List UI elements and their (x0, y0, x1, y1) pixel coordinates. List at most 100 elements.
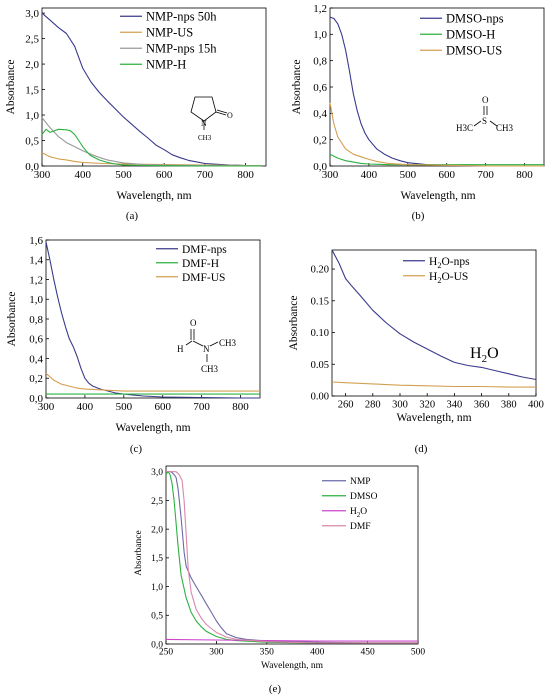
axis-x-label-a: Wavelength, nm (116, 190, 191, 202)
x-tick-label-a-4: 700 (197, 169, 214, 181)
y-tick-label-b-2: 0,4 (313, 108, 327, 120)
x-tick-label-c-0: 300 (38, 401, 55, 413)
x-tick-label-c-2: 500 (116, 401, 133, 413)
legend-label-b-1: DMSO-H (446, 28, 495, 42)
series-line-a-3 (41, 128, 262, 167)
x-tick-label-e-1: 300 (209, 648, 224, 658)
y-tick-label-b-6: 1,2 (313, 3, 327, 15)
legend-label-c-0: DMF-nps (182, 244, 227, 256)
x-tick-label-d-6: 380 (501, 400, 517, 411)
x-tick-label-d-1: 280 (365, 400, 381, 411)
molecule-nmp-label-n: N (201, 119, 207, 128)
x-tick-label-b-5: 800 (516, 169, 533, 181)
legend-label-a-3: NMP-H (146, 58, 186, 72)
y-tick-label-d-0: 0.00 (311, 392, 329, 403)
y-tick-label-b-4: 0,8 (313, 56, 327, 68)
y-tick-label-a-1: 0,5 (25, 135, 39, 147)
x-tick-label-b-1: 400 (361, 169, 378, 181)
molecule-nmp-carbonyl-bond-1 (215, 111, 227, 116)
panel-label-e: (e) (269, 683, 282, 695)
y-tick-label-d-3: 0.15 (311, 296, 329, 307)
molecule-dmso-label-o: O (482, 95, 489, 105)
x-tick-label-d-2: 300 (392, 400, 408, 411)
panel-label-a: (a) (126, 210, 139, 222)
plot-area-d: 260 280 300 320 340 360 380 400 0.00 0.05 0.10 0.15… (311, 249, 544, 411)
panel-label-c: (c) (130, 443, 143, 455)
y-tick-label-b-0: 0,0 (313, 161, 327, 173)
plot-area-c: 300 400 500 600 700 800 0,0 0,2 0,4 0,6 0,8 1,0 1,2 1… (29, 235, 260, 413)
molecule-dmf-bond-5 (209, 341, 219, 347)
legend-label-d-1: H2O-US (429, 271, 468, 285)
series-line-c-2 (45, 372, 260, 392)
molecule-dmso-label-h3c: H3C (456, 123, 473, 133)
molecule-dmf: O H N CH3 CH3 (177, 318, 237, 374)
legend-label-e-0: NMP (350, 477, 371, 487)
plot-frame-d (331, 249, 537, 397)
x-tick-label-a-3: 600 (156, 169, 173, 181)
axis-x-label-e: Wavelength, nm (261, 661, 324, 671)
legend-label-b-2: DMSO-US (446, 44, 502, 58)
x-tick-label-e-3: 400 (310, 648, 325, 658)
plot-frame-b (329, 7, 545, 167)
legend-label-c-1: DMF-H (182, 258, 219, 270)
molecule-dmso-label-s: S (482, 116, 487, 126)
molecule-nmp-label-o: O (227, 111, 233, 120)
legend-label-d-0: H2O-nps (429, 256, 470, 270)
axis-y-label-c: Absorbance (6, 292, 18, 347)
x-tick-label-e-5: 500 (411, 648, 426, 658)
molecule-nmp-carbonyl-bond-2 (216, 109, 228, 114)
x-tick-label-a-0: 300 (34, 169, 51, 181)
y-tick-label-b-5: 1,0 (313, 29, 327, 41)
molecule-dmf-label-ch3-top: CH3 (219, 338, 237, 348)
panel-a: 300 400 500 600 700 800 0,0 0,5 1,0 1,5 2,0 2,5 3,0 N… (5, 7, 267, 222)
legend-label-a-0: NMP-nps 50h (146, 10, 217, 24)
series-line-e-3 (166, 471, 418, 644)
x-tick-label-c-3: 600 (154, 401, 171, 413)
y-tick-label-e-6: 3,0 (151, 468, 163, 478)
y-tick-label-c-7: 1,4 (29, 255, 43, 267)
legend-label-e-3: DMF (350, 522, 371, 532)
x-tick-label-d-5: 360 (474, 400, 490, 411)
series-line-e-0 (166, 471, 418, 644)
legend-label-a-2: NMP-nps 15h (146, 42, 217, 56)
y-tick-label-c-5: 1,0 (29, 294, 43, 306)
x-tick-label-b-4: 700 (477, 169, 494, 181)
y-tick-label-d-2: 0.10 (311, 328, 329, 339)
x-tick-label-a-1: 400 (74, 169, 91, 181)
x-tick-label-e-4: 450 (360, 648, 375, 658)
series-line-a-2 (41, 117, 262, 167)
x-tick-label-b-3: 600 (438, 169, 455, 181)
x-tick-label-c-1: 400 (77, 401, 94, 413)
y-tick-label-e-3: 1,5 (151, 554, 163, 564)
series-line-e-1 (165, 471, 418, 644)
x-tick-label-b-0: 300 (322, 169, 339, 181)
y-tick-label-e-2: 1,0 (151, 583, 163, 593)
panel-c: 300 400 500 600 700 800 0,0 0,2 0,4 0,6 0,8 1,0 1,2 1… (6, 235, 261, 455)
series-line-b-1 (329, 153, 544, 166)
axis-y-label-a: Absorbance (5, 60, 17, 115)
molecule-dmf-label-o: O (190, 318, 197, 328)
axis-y-label-e: Absorbance (134, 530, 144, 575)
plot-area-e: 250 300 350 400 450 500 0,0 0,5 1,0 1,5 2,0 2,5 3,0 N… (151, 468, 425, 657)
x-tick-label-a-2: 500 (115, 169, 132, 181)
molecule-nmp: N O CH3 (190, 96, 233, 142)
y-tick-label-d-1: 0.05 (311, 360, 329, 371)
x-tick-label-d-0: 260 (338, 400, 354, 411)
series-line-b-2 (329, 102, 544, 167)
panel-d: 260 280 300 320 340 360 380 400 0.00 0.05 0.10 0.15… (288, 249, 544, 455)
molecule-dmf-label-ch3-bottom: CH3 (201, 364, 219, 374)
y-tick-label-c-8: 1,6 (29, 235, 43, 247)
plot-area-b: 300 400 500 600 700 800 0,0 0,2 0,4 0,6 0,8 1,0 1,2 D… (313, 3, 544, 181)
molecule-dmso-bond-4 (489, 120, 498, 127)
y-tick-label-b-3: 0,6 (313, 82, 327, 94)
molecule-dmf-bond-4 (192, 340, 204, 347)
y-tick-label-c-6: 1,2 (29, 274, 43, 286)
x-tick-label-d-3: 320 (419, 400, 435, 411)
legend-label-e-2: H2O (350, 507, 367, 519)
y-tick-label-e-4: 2,0 (151, 525, 163, 535)
y-tick-label-a-0: 0,0 (25, 161, 39, 173)
legend-label-b-0: DMSO-nps (446, 12, 504, 26)
y-tick-label-c-4: 0,8 (29, 314, 43, 326)
panel-label-d: (d) (415, 443, 428, 455)
